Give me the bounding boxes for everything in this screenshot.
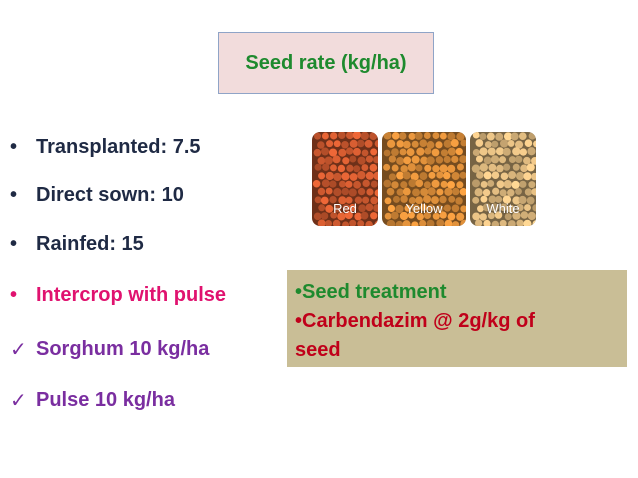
title-box: Seed rate (kg/ha) <box>218 32 434 94</box>
bullet-intercrop: Intercrop with pulse <box>10 284 226 307</box>
treatment-line: •Carbendazim @ 2g/kg of <box>295 310 535 332</box>
slide-title: Seed rate (kg/ha) <box>245 51 407 74</box>
seed-swatch-red: Red <box>312 132 378 226</box>
bullet-text: Pulse 10 kg/ha <box>36 389 175 411</box>
bullet-text: Rainfed: 15 <box>36 233 144 255</box>
bullet-pulse: Pulse 10 kg/ha <box>10 388 175 413</box>
bullet-dot-icon <box>10 184 36 207</box>
bullet-direct-sown: Direct sown: 10 <box>10 184 184 207</box>
seed-treatment-box: •Seed treatment •Carbendazim @ 2g/kg of … <box>287 270 627 367</box>
bullet-text: Intercrop with pulse <box>36 284 227 306</box>
seed-label-yellow: Yellow <box>405 201 443 216</box>
seed-label-red: Red <box>333 201 357 216</box>
bullet-text: Transplanted: 7.5 <box>36 136 201 158</box>
seed-grains-yellow <box>382 132 466 226</box>
checkmark-icon <box>10 337 36 362</box>
seed-grains-red <box>312 132 378 226</box>
treatment-line-continued: seed <box>295 339 341 361</box>
bullet-dot-icon <box>10 284 36 307</box>
bullet-sorghum: Sorghum 10 kg/ha <box>10 337 209 362</box>
seed-grains-white <box>470 132 536 226</box>
bullet-rainfed: Rainfed: 15 <box>10 233 144 256</box>
bullet-text: Sorghum 10 kg/ha <box>36 338 210 360</box>
seed-image: Red Yellow White <box>312 132 536 226</box>
treatment-heading: •Seed treatment <box>295 281 447 303</box>
bullet-dot-icon <box>10 233 36 256</box>
bullet-transplanted: Transplanted: 7.5 <box>10 136 201 159</box>
seed-swatch-white: White <box>470 132 536 226</box>
bullet-text: Direct sown: 10 <box>36 184 184 206</box>
seed-swatch-yellow: Yellow <box>382 132 466 226</box>
checkmark-icon <box>10 388 36 413</box>
seed-label-white: White <box>486 201 520 216</box>
bullet-dot-icon <box>10 136 36 159</box>
